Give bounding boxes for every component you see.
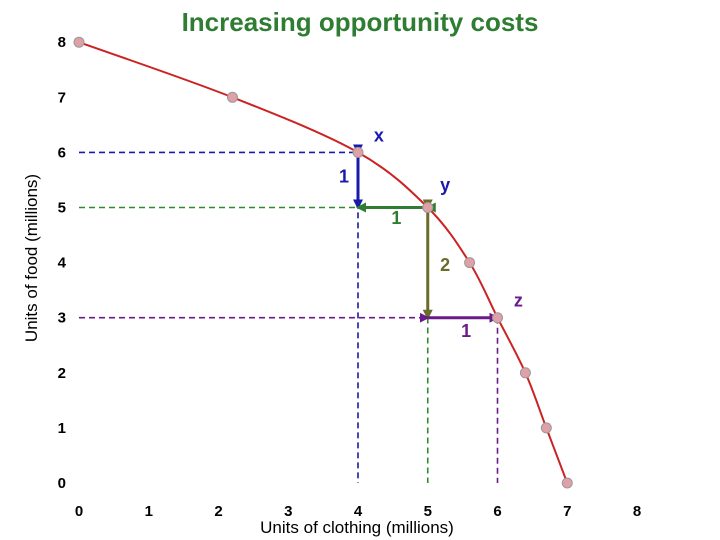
data-points bbox=[73, 36, 573, 489]
data-point-4 bbox=[464, 257, 476, 269]
y-tick-label-1: 1 bbox=[58, 420, 66, 437]
y-tick-label-3: 3 bbox=[58, 310, 66, 327]
annotation-3: 1 bbox=[339, 167, 349, 187]
annotation-1: y bbox=[440, 175, 450, 195]
y-tick-label-2: 2 bbox=[58, 365, 66, 382]
x-tick-label-4: 4 bbox=[354, 503, 363, 520]
data-point-8 bbox=[561, 477, 573, 489]
annotations: x y z 1 1 2 1 bbox=[339, 125, 523, 341]
y-tick-label-8: 8 bbox=[58, 34, 66, 51]
y-tick-label-5: 5 bbox=[58, 200, 66, 217]
y-tick-label-7: 7 bbox=[58, 89, 66, 106]
x-tick-label-0: 0 bbox=[75, 503, 83, 520]
tick-labels: 0 1 2 3 4 5 6 7 8 0 1 2 3 4 5 6 7 8 bbox=[58, 34, 642, 520]
x-axis-label: Units of clothing (millions) bbox=[260, 518, 454, 537]
data-point-6 bbox=[519, 367, 531, 379]
x-tick-label-5: 5 bbox=[424, 503, 432, 520]
x-tick-label-7: 7 bbox=[563, 503, 571, 520]
y-tick-label-6: 6 bbox=[58, 144, 66, 161]
ppf-curve-group bbox=[78, 41, 569, 484]
annotation-5: 2 bbox=[440, 255, 450, 275]
x-tick-label-1: 1 bbox=[145, 503, 153, 520]
data-point-1 bbox=[226, 91, 238, 103]
data-point-5 bbox=[492, 312, 503, 324]
y-tick-label-4: 4 bbox=[58, 255, 67, 272]
data-point-0 bbox=[73, 36, 85, 48]
data-point-7 bbox=[540, 422, 552, 434]
y-tick-label-0: 0 bbox=[58, 475, 66, 492]
annotation-0: x bbox=[374, 125, 384, 145]
annotation-6: 1 bbox=[461, 321, 471, 341]
ppf-curve bbox=[78, 41, 569, 484]
x-tick-label-6: 6 bbox=[493, 503, 501, 520]
opportunity-cost-arrows bbox=[353, 144, 500, 323]
x-tick-label-8: 8 bbox=[633, 503, 641, 520]
x-tick-label-2: 2 bbox=[214, 503, 222, 520]
annotation-2: z bbox=[514, 291, 523, 311]
annotation-4: 1 bbox=[391, 208, 401, 228]
data-point-2 bbox=[352, 146, 364, 158]
data-point-3 bbox=[422, 202, 434, 213]
y-axis-label: Units of food (millions) bbox=[22, 174, 41, 342]
x-tick-label-3: 3 bbox=[284, 503, 292, 520]
chart-title: Increasing opportunity costs bbox=[182, 7, 539, 37]
